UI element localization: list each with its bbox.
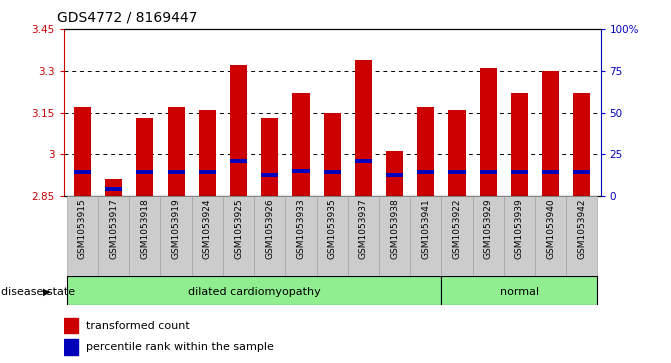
Bar <box>136 170 154 174</box>
Text: GSM1053933: GSM1053933 <box>297 199 305 259</box>
Bar <box>64 318 78 333</box>
Bar <box>293 93 309 196</box>
Text: dilated cardiomyopathy: dilated cardiomyopathy <box>188 287 321 297</box>
Bar <box>535 196 566 276</box>
Bar <box>386 151 403 196</box>
Text: GSM1053922: GSM1053922 <box>452 199 462 259</box>
Bar <box>105 187 122 191</box>
Text: ▶: ▶ <box>43 287 51 297</box>
Bar <box>511 170 528 174</box>
Text: GSM1053924: GSM1053924 <box>203 199 212 259</box>
Text: normal: normal <box>500 287 539 297</box>
Bar <box>168 107 185 196</box>
Bar <box>511 93 528 196</box>
Bar <box>285 196 317 276</box>
Text: GSM1053940: GSM1053940 <box>546 199 555 259</box>
Text: GSM1053926: GSM1053926 <box>265 199 274 259</box>
Bar <box>199 110 216 196</box>
Bar <box>573 170 590 174</box>
Bar <box>355 159 372 163</box>
Bar <box>355 60 372 196</box>
Text: disease state: disease state <box>1 287 74 297</box>
Bar <box>130 196 160 276</box>
Bar <box>261 173 278 176</box>
Bar <box>261 118 278 196</box>
Text: GSM1053925: GSM1053925 <box>234 199 243 259</box>
Bar <box>448 110 466 196</box>
Bar <box>504 196 535 276</box>
Bar <box>417 107 434 196</box>
Bar <box>67 196 98 276</box>
Text: transformed count: transformed count <box>86 321 190 331</box>
Bar <box>67 276 442 305</box>
Bar <box>442 196 472 276</box>
Text: GSM1053939: GSM1053939 <box>515 199 524 259</box>
Bar <box>160 196 192 276</box>
Bar <box>379 196 410 276</box>
Text: GSM1053942: GSM1053942 <box>577 199 586 259</box>
Bar <box>74 170 91 174</box>
Text: GSM1053915: GSM1053915 <box>78 199 87 259</box>
Text: GSM1053918: GSM1053918 <box>140 199 150 259</box>
Bar <box>417 170 434 174</box>
Bar <box>230 159 247 163</box>
Bar <box>442 276 597 305</box>
Bar <box>573 93 590 196</box>
Bar <box>98 196 130 276</box>
Text: GSM1053937: GSM1053937 <box>359 199 368 259</box>
Bar <box>480 68 497 196</box>
Bar <box>223 196 254 276</box>
Text: GDS4772 / 8169447: GDS4772 / 8169447 <box>57 11 197 25</box>
Text: GSM1053929: GSM1053929 <box>484 199 493 259</box>
Text: GSM1053938: GSM1053938 <box>390 199 399 259</box>
Bar <box>542 71 559 196</box>
Bar <box>480 170 497 174</box>
Text: GSM1053941: GSM1053941 <box>421 199 430 259</box>
Bar <box>293 169 309 173</box>
Text: GSM1053935: GSM1053935 <box>327 199 337 259</box>
Bar <box>323 113 341 196</box>
Bar <box>472 196 504 276</box>
Bar <box>199 170 216 174</box>
Bar <box>192 196 223 276</box>
Bar <box>105 179 122 196</box>
Bar <box>542 170 559 174</box>
Bar <box>323 170 341 174</box>
Bar <box>348 196 379 276</box>
Bar <box>410 196 442 276</box>
Bar <box>168 170 185 174</box>
Bar <box>317 196 348 276</box>
Bar <box>566 196 597 276</box>
Text: percentile rank within the sample: percentile rank within the sample <box>86 342 274 352</box>
Bar <box>386 173 403 176</box>
Text: GSM1053917: GSM1053917 <box>109 199 118 259</box>
Bar <box>448 170 466 174</box>
Bar <box>254 196 285 276</box>
Bar <box>136 118 154 196</box>
Text: GSM1053919: GSM1053919 <box>172 199 180 259</box>
Bar <box>230 65 247 196</box>
Bar <box>64 339 78 355</box>
Bar <box>74 107 91 196</box>
